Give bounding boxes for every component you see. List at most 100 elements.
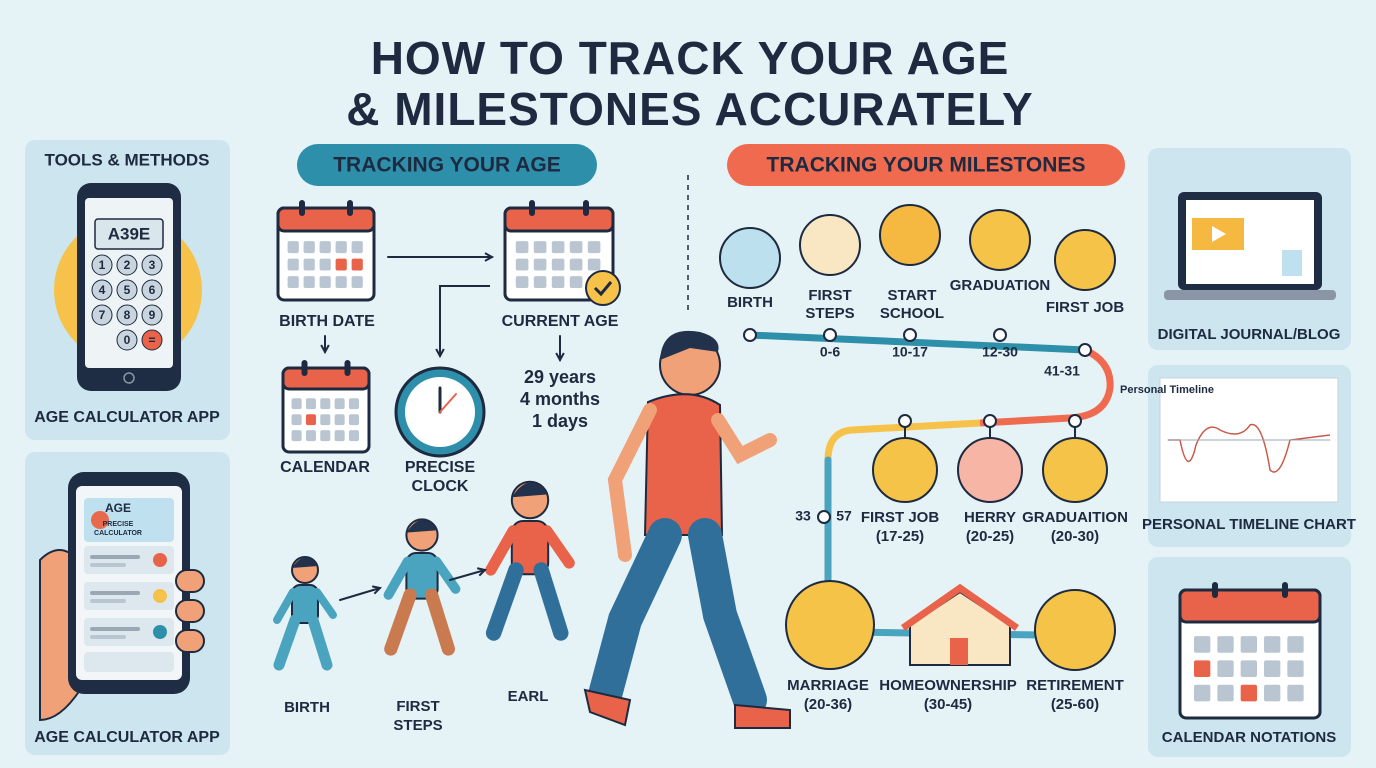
- label: GRADUAITION: [1022, 509, 1128, 526]
- arrow-head: [435, 348, 445, 359]
- milestone-icon: [957, 437, 1023, 503]
- timeline: [746, 331, 1089, 354]
- calendar-cell: [1240, 660, 1257, 678]
- check-badge: [585, 270, 621, 306]
- calendar-cell: [533, 241, 547, 254]
- key: [141, 254, 163, 276]
- list-line: [90, 635, 126, 639]
- arrow: [449, 569, 486, 581]
- panel-label: AGE CALCULATOR APP: [34, 409, 220, 426]
- calendar-cell: [335, 241, 347, 254]
- timeline-dot: [993, 328, 1007, 342]
- clock-hand: [439, 393, 457, 413]
- calendar-cell: [334, 430, 345, 442]
- label: FIRST: [808, 287, 851, 304]
- list-line: [90, 627, 140, 631]
- torso: [291, 584, 319, 624]
- timeline-dot: [1068, 414, 1082, 428]
- key: [141, 329, 163, 351]
- calendar-header: [1178, 588, 1322, 624]
- app-header: [84, 498, 174, 542]
- arms: [383, 556, 461, 600]
- timeline-dot: [983, 414, 997, 428]
- check: [153, 553, 167, 567]
- milestone-icon: [1054, 229, 1116, 291]
- key-label: 7: [99, 308, 106, 322]
- list-row: [84, 652, 174, 672]
- list-line: [90, 563, 126, 567]
- calendar-cell: [303, 241, 315, 254]
- hair: [292, 557, 318, 568]
- calendar-ring: [299, 200, 305, 216]
- milestone-icon: [799, 214, 861, 276]
- arrow: [339, 587, 381, 601]
- calendar-cell: [291, 414, 302, 426]
- calendar-ring: [301, 360, 308, 376]
- calendar-cell: [1264, 636, 1281, 653]
- label: DIGITAL JOURNAL/BLOG: [1158, 326, 1341, 343]
- calendar-cell: [319, 258, 331, 271]
- key-label: 8: [124, 308, 131, 322]
- title: HOW TO TRACK YOUR AGE: [371, 32, 1010, 84]
- label: FIRST: [396, 698, 439, 715]
- milestone-icon: [879, 204, 941, 266]
- calendar-cell: [515, 241, 529, 254]
- calendar-cell: [303, 258, 315, 271]
- calendar-cell: [351, 276, 363, 289]
- label: START: [888, 287, 937, 304]
- label: FIRST JOB: [1046, 299, 1125, 316]
- display: [94, 218, 164, 250]
- calendar-cell: [291, 398, 302, 410]
- torso: [510, 520, 550, 576]
- age-range: 33: [795, 508, 811, 524]
- calendar-cell: [320, 398, 331, 410]
- hair: [511, 482, 549, 498]
- label: BIRTH: [727, 294, 773, 311]
- shoe: [734, 703, 791, 729]
- arrow-head: [476, 567, 488, 577]
- calendar-cell: [1287, 636, 1304, 653]
- milestone-icon: [872, 437, 938, 503]
- list-line: [90, 599, 126, 603]
- age-range: 12-30: [982, 344, 1018, 360]
- roof: [900, 583, 1020, 631]
- key: [116, 254, 138, 276]
- calendar-header: [503, 206, 615, 233]
- timeline-dot: [1078, 343, 1092, 357]
- calendar-cell: [334, 398, 345, 410]
- calendar-ring: [529, 200, 535, 216]
- display-text: A39E: [108, 224, 151, 243]
- label: (20-25): [966, 528, 1014, 545]
- section-pill: [297, 144, 597, 186]
- age-range: 57: [836, 508, 852, 524]
- calendar-cell: [587, 241, 601, 254]
- milestone-icon: [785, 580, 875, 670]
- age-range: 0-6: [820, 344, 840, 360]
- list-line: [90, 591, 140, 595]
- label: (30-45): [924, 696, 972, 713]
- key-label: 6: [149, 283, 156, 297]
- legs: [273, 614, 333, 671]
- hair: [660, 330, 719, 360]
- key: [141, 279, 163, 301]
- label: (25-60): [1051, 696, 1099, 713]
- calendar-cell: [1240, 684, 1257, 702]
- label: MARRIAGE: [787, 677, 869, 694]
- calendar-cell: [1287, 684, 1304, 702]
- arm: [607, 403, 777, 562]
- hair: [406, 519, 438, 533]
- milestone-icon: [1034, 589, 1116, 671]
- calendar-cell: [587, 258, 601, 271]
- key: [91, 279, 113, 301]
- key-label: 0: [124, 333, 131, 347]
- calendar-cell: [320, 414, 331, 426]
- timeline-dot: [817, 510, 831, 524]
- label: EARL: [508, 688, 549, 705]
- label: STEPS: [805, 305, 854, 322]
- app-subtitle: PRECISE: [103, 521, 134, 528]
- list-line: [90, 555, 140, 559]
- label: (20-30): [1051, 528, 1099, 545]
- calendar-cell: [305, 414, 316, 426]
- calendar-cell: [305, 430, 316, 442]
- key-label: 1: [99, 258, 106, 272]
